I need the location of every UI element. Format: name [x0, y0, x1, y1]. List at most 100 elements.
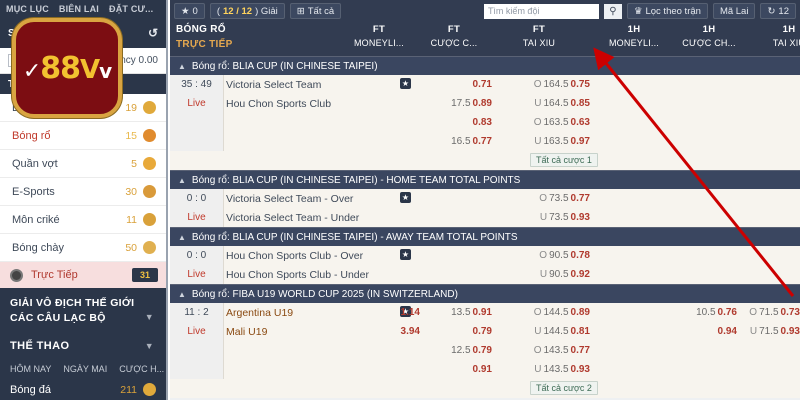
match-score — [170, 132, 224, 151]
menu-item-bien-lai[interactable]: BIÊN LAI — [58, 4, 100, 14]
tennis-ball-icon — [143, 157, 156, 170]
handicap-odds[interactable]: 13.5 0.91 — [451, 307, 492, 318]
trophy-icon: ♛ — [633, 5, 643, 17]
favorite-star-icon[interactable]: ★ — [400, 249, 411, 260]
menu-item-dat-cuoc[interactable]: ĐẶT CƯ... — [109, 4, 154, 14]
sidebar-item-b-ng-r-[interactable]: Bóng rổ 15 — [0, 122, 166, 150]
soccer-ball-icon — [143, 101, 156, 114]
column-period: FT — [447, 24, 461, 35]
over-under-odds[interactable]: U 163.5 0.97 — [534, 136, 590, 147]
over-under-odds[interactable]: U 143.5 0.93 — [534, 364, 590, 375]
league-name: Bóng rổ: FIBA U19 WORLD CUP 2025 (IN SWI… — [191, 288, 458, 300]
all-bets-button[interactable]: Tất cả cược 1 — [530, 153, 598, 167]
moneyline-odds[interactable]: 1.14 — [400, 307, 420, 318]
the-thao-panel[interactable]: THỂ THAO ▼ — [10, 340, 156, 352]
over-under-odds[interactable]: O 163.5 0.63 — [533, 117, 590, 128]
over-under-odds[interactable]: O 143.5 0.77 — [533, 345, 590, 356]
sport-count: 15 — [125, 129, 137, 142]
column-market: MONEYLI... — [608, 38, 659, 48]
favorite-star-icon[interactable]: ★ — [400, 192, 411, 203]
sidebar-item-m-n-crik-[interactable]: Môn criké 11 — [0, 206, 166, 234]
team-name[interactable]: Hou Chon Sports Club — [226, 97, 332, 110]
table-row: Live Victoria Select Team - Under U 73.5 0.9… — [170, 208, 800, 227]
select-all-button[interactable]: ⊞ Tất cả — [289, 3, 342, 19]
favorite-star-icon[interactable]: ★ — [400, 306, 411, 317]
match-group: 0 : 0 Hou Chon Sports Club - Over ★ O 90.5 0.… — [170, 246, 800, 284]
team-name[interactable]: Hou Chon Sports Club - Under — [226, 268, 369, 281]
all-bets-button[interactable]: Tất cả cược 2 — [530, 381, 598, 395]
over-under-odds[interactable]: U 144.5 0.81 — [534, 326, 590, 337]
over-under-odds[interactable]: O 164.5 0.75 — [533, 79, 590, 90]
h1-over-under-odds[interactable]: O 71.5 0.73 — [749, 307, 800, 318]
tab-cuoc-hom[interactable]: CƯỢC H... — [119, 364, 165, 374]
search-icon[interactable]: ⚲ — [603, 3, 622, 19]
sidebar-item-b-ng-ch-y[interactable]: Bóng chày 50 — [0, 234, 166, 262]
sport-count: 50 — [125, 241, 137, 254]
sidebar-item-e-sports[interactable]: E-Sports 30 — [0, 178, 166, 206]
tab-ngay-mai[interactable]: NGÀY MAI — [63, 364, 108, 374]
refresh-icon[interactable]: ↺ — [147, 26, 158, 40]
team-name[interactable]: Hou Chon Sports Club - Over — [226, 249, 364, 262]
over-under-odds[interactable]: U 164.5 0.85 — [534, 98, 590, 109]
filter-by-match-button[interactable]: ♛ Lọc theo trận — [626, 3, 708, 19]
h1-handicap-odds[interactable]: 0.94 — [717, 326, 737, 337]
league-header[interactable]: ▲ Bóng rổ: FIBA U19 WORLD CUP 2025 (IN SW… — [170, 284, 800, 303]
team-name[interactable]: Victoria Select Team - Over — [226, 192, 354, 205]
sidebar-day-tabs: HÔM NAY NGÀY MAI CƯỢC H... — [0, 358, 166, 379]
h1-over-under-odds[interactable]: U 71.5 0.93 — [749, 326, 800, 337]
chevron-down-icon: ▼ — [144, 312, 154, 322]
team-name[interactable]: Victoria Select Team - Under — [226, 211, 360, 224]
column-header-3: 1H MONEYLI... — [595, 24, 673, 48]
handicap-odds[interactable]: 0.71 — [472, 79, 492, 90]
handicap-odds[interactable]: 0.91 — [472, 364, 492, 375]
over-under-odds[interactable]: O 144.5 0.89 — [533, 307, 590, 318]
favorite-star-icon[interactable]: ★ — [400, 78, 411, 89]
league-header[interactable]: ▲ Bóng rổ: BLIA CUP (IN CHINESE TAIPEI) -… — [170, 227, 800, 246]
team-name[interactable]: Mali U19 — [226, 325, 268, 338]
favorites-button[interactable]: ★ 0 — [174, 3, 205, 19]
table-row: Live Mali U19 3.94 0.79 U 144.5 0.81 0.94 U 71.5 0… — [170, 322, 800, 341]
sidebar-item-qu-n-v-t[interactable]: Quần vợt 5 — [0, 150, 166, 178]
club-world-cup-panel[interactable]: GIẢI VÔ ĐỊCH THẾ GIỚI CÁC CÂU LẠC BỘ ▼ — [10, 296, 156, 326]
over-under-odds[interactable]: U 90.5 0.92 — [539, 269, 590, 280]
team-name[interactable]: Victoria Select Team — [226, 78, 322, 91]
site-logo-overlay: ✓88Vv — [12, 18, 122, 118]
over-under-odds[interactable]: U 73.5 0.93 — [539, 212, 590, 223]
sidebar-item-live[interactable]: Trực Tiếp 31 — [0, 262, 166, 288]
team-name[interactable]: Argentina U19 — [226, 306, 294, 319]
leagues-counter[interactable]: ( 12 / 12 ) Giải — [209, 3, 285, 19]
league-header[interactable]: ▲ Bóng rổ: BLIA CUP (IN CHINESE TAIPEI) -… — [170, 170, 800, 189]
h1-handicap-odds[interactable]: 10.5 0.76 — [696, 307, 737, 318]
odds-format-button[interactable]: Mã Lai — [712, 3, 756, 19]
handicap-odds[interactable]: 12.5 0.79 — [451, 345, 492, 356]
moneyline-odds[interactable]: 3.94 — [400, 326, 420, 337]
match-score — [170, 113, 224, 132]
table-row: 0 : 0 Hou Chon Sports Club - Over ★ O 90.5 0.… — [170, 246, 800, 265]
sport-count: 19 — [125, 101, 137, 114]
column-market: TAI XIU — [772, 38, 800, 48]
toolbar: ★ 0 ( 12 / 12 ) Giải ⊞ Tất cả Tìm kiếm đ… — [170, 0, 800, 22]
over-under-odds[interactable]: O 73.5 0.77 — [539, 193, 590, 204]
live-ball-icon — [10, 268, 23, 282]
logo-v: V — [80, 54, 100, 85]
tab-hom-nay[interactable]: HÔM NAY — [10, 364, 52, 374]
all-bets-row: Tất cả cược 1 — [170, 151, 800, 170]
over-under-odds[interactable]: O 90.5 0.78 — [539, 250, 590, 261]
menu-item-muc-luc[interactable]: MỤC LỤC — [6, 4, 49, 14]
league-header[interactable]: ▲ Bóng rổ: BLIA CUP (IN CHINESE TAIPEI) — [170, 56, 800, 75]
refresh-timer-button[interactable]: ↻ 12 — [760, 3, 796, 19]
search-input[interactable]: Tìm kiếm đội — [483, 3, 599, 19]
column-market: MONEYLI... — [353, 38, 404, 48]
odds-format-label: Mã Lai — [719, 5, 749, 17]
handicap-odds[interactable]: 0.83 — [472, 117, 492, 128]
leagues-count: 12 / 12 — [223, 5, 253, 17]
leagues-suffix: ) Giải — [255, 5, 278, 17]
handicap-odds[interactable]: 0.79 — [472, 326, 492, 337]
table-row: 35 : 49 Victoria Select Team ★ 0.71 O 164.5 0.… — [170, 75, 800, 94]
sidebar-footer-sport[interactable]: Bóng đá 211 — [0, 379, 166, 400]
sport-label: Bóng rổ — [12, 129, 51, 142]
sport-count: 5 — [131, 157, 137, 170]
handicap-odds[interactable]: 17.5 0.89 — [451, 98, 492, 109]
handicap-odds[interactable]: 16.5 0.77 — [451, 136, 492, 147]
match-score: 0 : 0 — [170, 246, 224, 265]
